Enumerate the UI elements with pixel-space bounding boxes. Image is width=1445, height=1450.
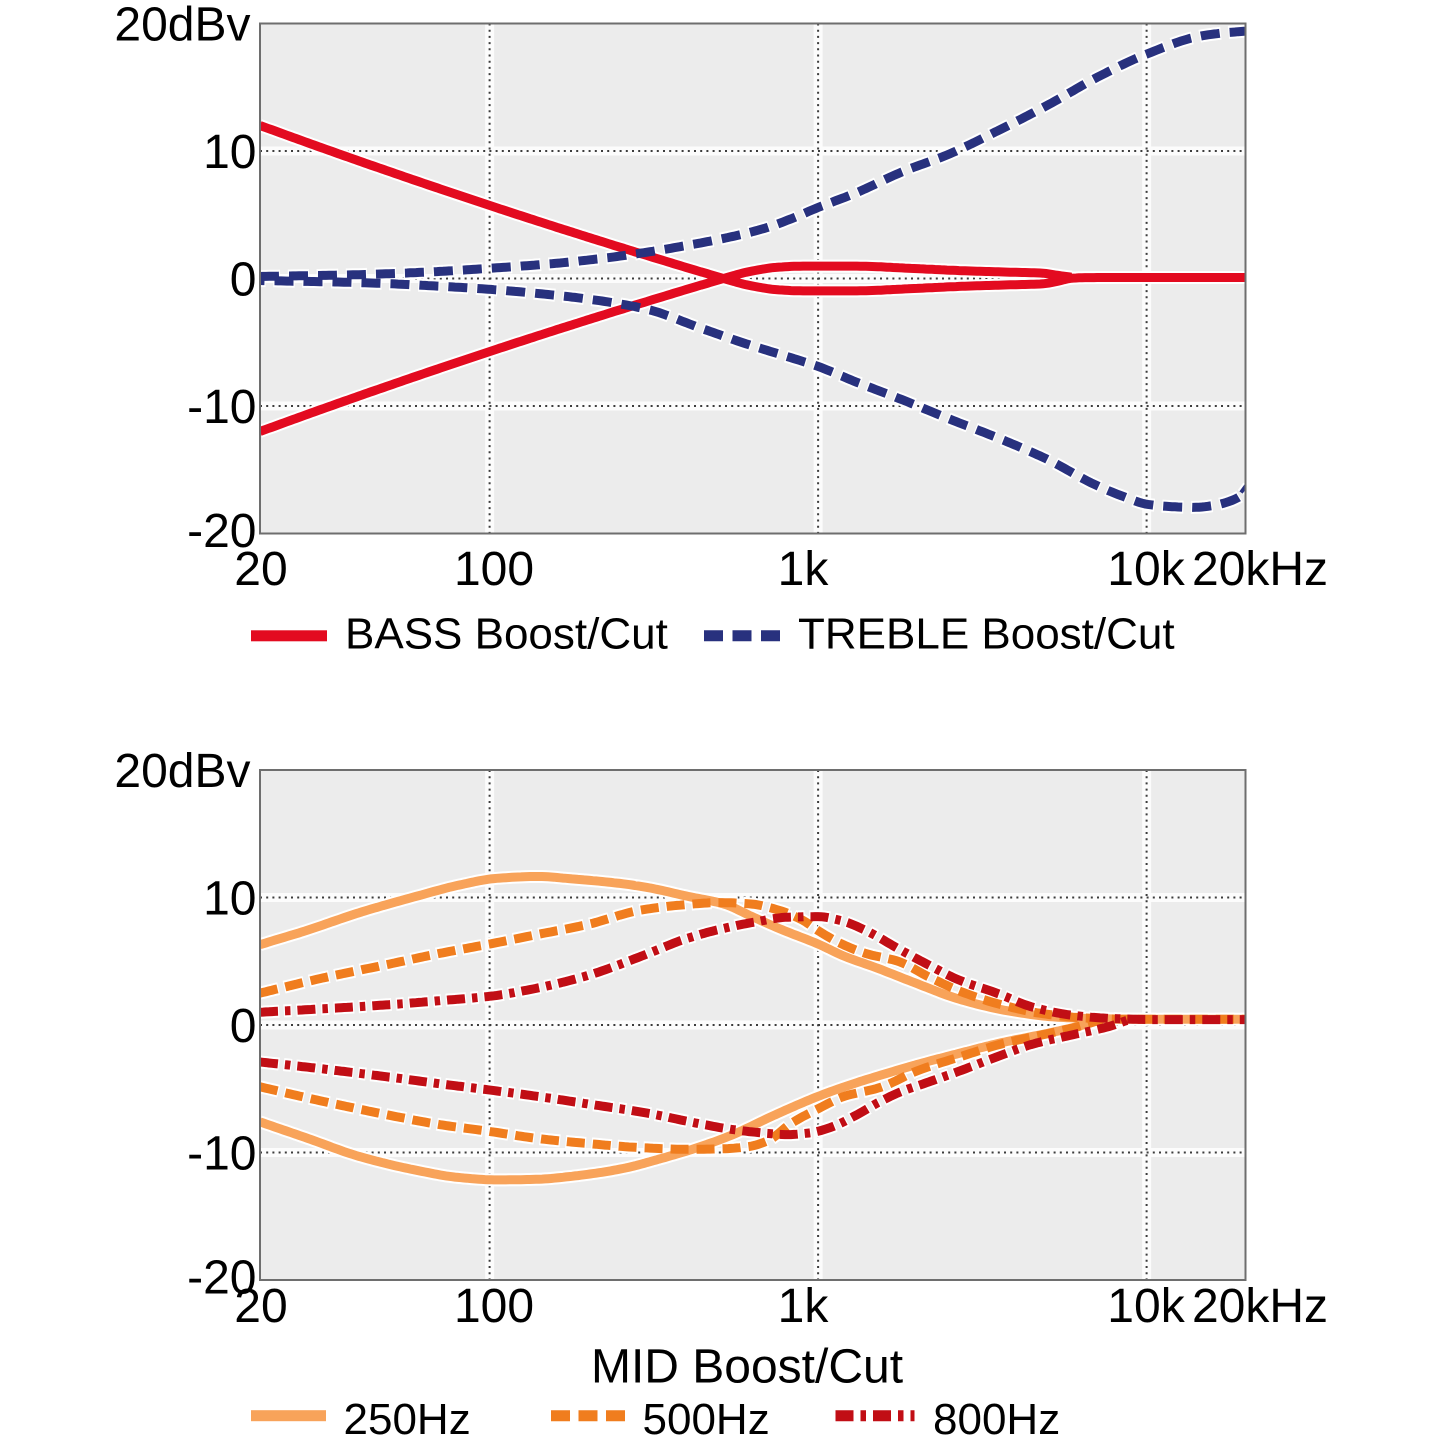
svg-text:250Hz: 250Hz bbox=[344, 1395, 471, 1444]
svg-text:TREBLE Boost/Cut: TREBLE Boost/Cut bbox=[798, 610, 1175, 659]
svg-text:BASS Boost/Cut: BASS Boost/Cut bbox=[345, 610, 668, 659]
svg-text:1k: 1k bbox=[778, 1280, 830, 1333]
svg-text:20kHz: 20kHz bbox=[1192, 543, 1328, 596]
svg-text:800Hz: 800Hz bbox=[933, 1395, 1060, 1444]
svg-text:1k: 1k bbox=[778, 543, 830, 596]
svg-text:-20: -20 bbox=[187, 505, 256, 558]
svg-text:20: 20 bbox=[234, 543, 287, 596]
svg-text:10: 10 bbox=[203, 126, 256, 179]
svg-text:0: 0 bbox=[230, 1000, 257, 1053]
svg-text:20: 20 bbox=[234, 1280, 287, 1333]
svg-text:100: 100 bbox=[454, 543, 534, 596]
svg-text:MID Boost/Cut: MID Boost/Cut bbox=[591, 1341, 903, 1394]
svg-text:-20: -20 bbox=[187, 1252, 256, 1305]
svg-text:20dBv: 20dBv bbox=[114, 0, 250, 52]
svg-text:100: 100 bbox=[454, 1280, 534, 1333]
svg-text:-10: -10 bbox=[187, 381, 256, 434]
svg-text:20kHz: 20kHz bbox=[1192, 1280, 1328, 1333]
svg-text:0: 0 bbox=[230, 253, 257, 306]
svg-text:-10: -10 bbox=[187, 1127, 256, 1180]
svg-text:500Hz: 500Hz bbox=[643, 1395, 770, 1444]
svg-text:20dBv: 20dBv bbox=[114, 745, 250, 798]
svg-text:10k: 10k bbox=[1107, 543, 1185, 596]
svg-text:10: 10 bbox=[203, 872, 256, 925]
svg-text:10k: 10k bbox=[1107, 1280, 1185, 1333]
